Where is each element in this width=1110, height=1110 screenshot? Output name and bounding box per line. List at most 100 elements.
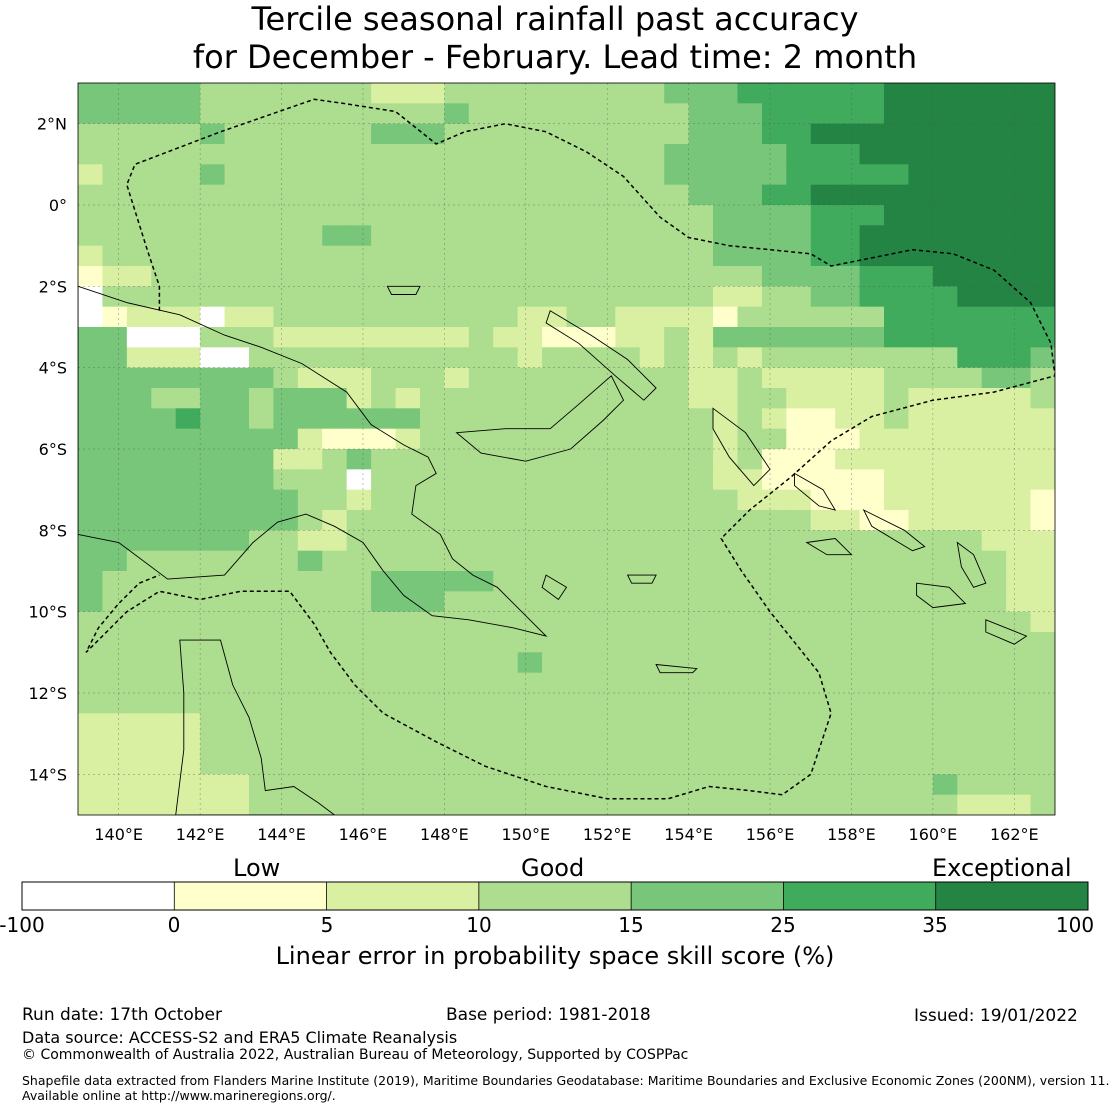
skill-cell bbox=[981, 449, 1007, 470]
skill-cell bbox=[468, 672, 494, 694]
skill-cell bbox=[78, 469, 104, 491]
skill-cell bbox=[981, 164, 1007, 186]
skill-cell bbox=[493, 408, 519, 430]
skill-cell bbox=[932, 469, 958, 491]
skill-cell bbox=[932, 652, 958, 674]
skill-cell bbox=[761, 693, 787, 714]
skill-cell bbox=[248, 205, 274, 226]
skill-cell bbox=[810, 205, 836, 226]
skill-cell bbox=[297, 144, 323, 165]
skill-cell bbox=[835, 550, 861, 572]
skill-cell bbox=[346, 306, 372, 328]
skill-cell bbox=[468, 530, 494, 552]
skill-cell bbox=[786, 632, 812, 653]
skill-cell bbox=[908, 469, 934, 491]
skill-cell bbox=[224, 652, 250, 674]
skill-cell bbox=[102, 144, 128, 165]
skill-cell bbox=[151, 327, 177, 348]
skill-cell bbox=[395, 408, 421, 430]
skill-cell bbox=[835, 774, 861, 796]
skill-cell bbox=[884, 306, 910, 328]
skill-cell bbox=[297, 469, 323, 491]
skill-cell bbox=[444, 754, 470, 775]
skill-cell bbox=[444, 550, 470, 572]
skill-cell bbox=[224, 428, 250, 450]
skill-cell bbox=[664, 611, 690, 633]
skill-cell bbox=[468, 286, 494, 308]
skill-cell bbox=[419, 103, 445, 125]
skill-cell bbox=[517, 123, 543, 145]
latitude-tick-label: 6°S bbox=[39, 440, 67, 459]
skill-cell bbox=[493, 347, 519, 369]
skill-cell bbox=[957, 652, 983, 674]
skill-cell bbox=[639, 286, 665, 308]
skill-cell bbox=[835, 591, 861, 613]
skill-cell bbox=[224, 469, 250, 491]
skill-cell bbox=[224, 184, 250, 206]
skill-cell bbox=[566, 184, 592, 206]
skill-cell bbox=[224, 530, 250, 552]
skill-cell bbox=[664, 428, 690, 450]
skill-cell bbox=[395, 103, 421, 125]
skill-cell bbox=[957, 510, 983, 531]
skill-cell bbox=[859, 164, 885, 186]
skill-cell bbox=[761, 794, 787, 815]
skill-cell bbox=[786, 286, 812, 308]
skill-cell bbox=[395, 83, 421, 104]
skill-cell bbox=[151, 591, 177, 613]
skill-cell bbox=[78, 266, 104, 287]
skill-cell bbox=[859, 652, 885, 674]
skill-cell bbox=[884, 774, 910, 796]
skill-cell bbox=[957, 550, 983, 572]
skill-cell bbox=[224, 388, 250, 409]
skill-cell bbox=[566, 225, 592, 247]
skill-cell bbox=[981, 286, 1007, 308]
skill-cell bbox=[297, 266, 323, 287]
skill-cell bbox=[126, 550, 152, 572]
skill-cell bbox=[932, 83, 958, 104]
skill-cell bbox=[1030, 428, 1055, 450]
skill-cell bbox=[932, 733, 958, 755]
skill-cell bbox=[273, 713, 299, 735]
skill-cell bbox=[932, 530, 958, 552]
skill-cell bbox=[835, 530, 861, 552]
skill-cell bbox=[1030, 286, 1055, 308]
skill-cell bbox=[981, 591, 1007, 613]
skill-cell bbox=[908, 184, 934, 206]
skill-cell bbox=[102, 652, 128, 674]
skill-cell bbox=[859, 184, 885, 206]
skill-cell bbox=[810, 327, 836, 348]
skill-cell bbox=[175, 774, 201, 796]
skill-cell bbox=[737, 510, 763, 531]
skill-cell bbox=[664, 123, 690, 145]
skill-cell bbox=[786, 571, 812, 592]
skill-cell bbox=[688, 489, 714, 511]
skill-cell bbox=[468, 347, 494, 369]
skill-cell bbox=[981, 571, 1007, 592]
skill-cell bbox=[297, 205, 323, 226]
skill-cell bbox=[517, 489, 543, 511]
skill-cell bbox=[322, 306, 348, 328]
skill-cell bbox=[688, 571, 714, 592]
skill-cell bbox=[932, 428, 958, 450]
skill-cell bbox=[517, 713, 543, 735]
skill-cell bbox=[371, 184, 397, 206]
skill-cell bbox=[346, 571, 372, 592]
skill-cell bbox=[175, 652, 201, 674]
skill-cell bbox=[1030, 754, 1055, 775]
skill-cell bbox=[981, 347, 1007, 369]
skill-cell bbox=[688, 510, 714, 531]
coastlines bbox=[78, 285, 1028, 815]
skill-cell bbox=[395, 611, 421, 633]
skill-cell bbox=[493, 774, 519, 796]
skill-cell bbox=[322, 652, 348, 674]
skill-cell bbox=[78, 103, 104, 125]
skill-cell bbox=[175, 733, 201, 755]
skill-cell bbox=[590, 286, 616, 308]
skill-cell bbox=[859, 611, 885, 633]
skill-cell bbox=[102, 164, 128, 186]
skill-cell bbox=[835, 286, 861, 308]
skill-cell bbox=[444, 733, 470, 755]
skill-cell bbox=[78, 205, 104, 226]
skill-cell bbox=[566, 611, 592, 633]
